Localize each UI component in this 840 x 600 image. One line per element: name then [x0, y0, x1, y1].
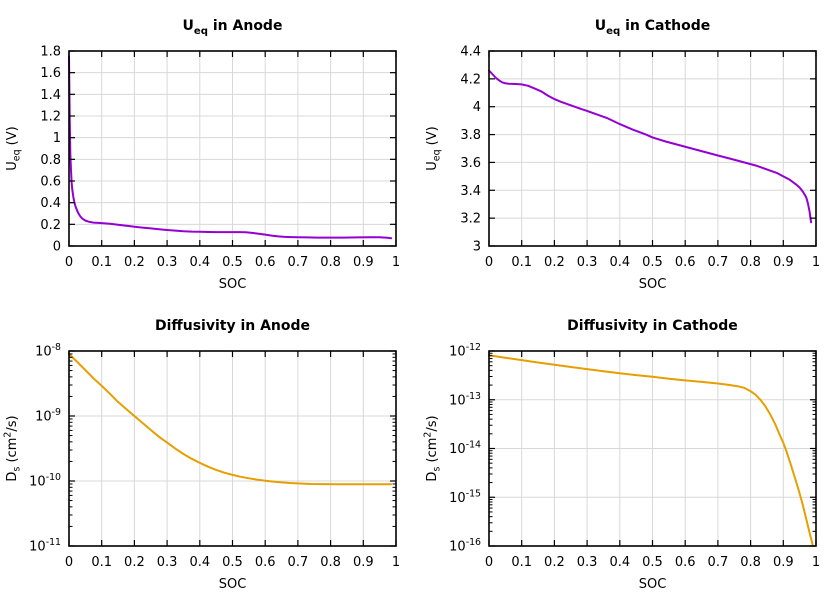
svg-text:10-12: 10-12	[449, 342, 481, 359]
chart-ueq-anode: 0 0.1 0.2 0.3 0.4 0.5 0.6 0.7 0.8 0.9 1 0 0.2 0.4 0.6 0…	[0, 0, 420, 300]
svg-text:Ueq (V): Ueq (V)	[5, 126, 23, 170]
svg-text:0.2: 0.2	[124, 555, 145, 570]
svg-text:0.3: 0.3	[577, 555, 598, 570]
svg-text:10-16: 10-16	[449, 537, 481, 554]
svg-text:1.6: 1.6	[40, 66, 61, 81]
svg-text:0.6: 0.6	[255, 555, 276, 570]
svg-text:0.4: 0.4	[189, 255, 210, 270]
svg-text:0.9: 0.9	[353, 255, 374, 270]
svg-text:10-14: 10-14	[449, 440, 481, 457]
svg-text:0.4: 0.4	[40, 196, 61, 211]
svg-text:0.3: 0.3	[577, 255, 598, 270]
svg-text:0.7: 0.7	[288, 255, 309, 270]
svg-text:0.1: 0.1	[91, 255, 112, 270]
svg-text:0.9: 0.9	[353, 555, 374, 570]
svg-text:0.2: 0.2	[544, 255, 565, 270]
svg-text:0.4: 0.4	[609, 255, 630, 270]
svg-text:0.8: 0.8	[40, 153, 61, 168]
svg-text:0.2: 0.2	[124, 255, 145, 270]
svg-text:0.3: 0.3	[157, 255, 178, 270]
svg-text:4: 4	[473, 100, 481, 115]
svg-text:Ds (cm2/s): Ds (cm2/s)	[3, 415, 23, 481]
svg-text:0.2: 0.2	[544, 555, 565, 570]
diffusivity-anode-plot: 0 0.1 0.2 0.3 0.4 0.5 0.6 0.7 0.8 0.9 1 10-8 10-9 10-…	[3, 318, 401, 592]
svg-text:4.4: 4.4	[460, 45, 481, 60]
svg-text:1.2: 1.2	[40, 110, 61, 125]
svg-text:1: 1	[392, 255, 400, 270]
svg-text:Diffusivity in Anode: Diffusivity in Anode	[155, 318, 310, 334]
svg-text:SOC: SOC	[639, 277, 667, 292]
svg-text:1: 1	[53, 131, 61, 146]
svg-text:Ds (cm2/s): Ds (cm2/s)	[423, 415, 443, 481]
svg-text:0: 0	[485, 255, 493, 270]
svg-text:0.5: 0.5	[222, 255, 243, 270]
svg-text:0.7: 0.7	[288, 555, 309, 570]
svg-text:0.7: 0.7	[708, 555, 729, 570]
svg-text:SOC: SOC	[639, 577, 667, 592]
svg-text:0.6: 0.6	[675, 555, 696, 570]
svg-text:0.6: 0.6	[675, 255, 696, 270]
svg-text:1: 1	[392, 555, 400, 570]
svg-text:Ueq in Cathode: Ueq in Cathode	[595, 18, 710, 37]
svg-text:0.4: 0.4	[189, 555, 210, 570]
svg-text:0.2: 0.2	[40, 218, 61, 233]
svg-text:3: 3	[473, 240, 481, 255]
chart-ueq-cathode: 0 0.1 0.2 0.3 0.4 0.5 0.6 0.7 0.8 0.9 1 3 3.2 3.4 3.6 3…	[420, 0, 840, 300]
svg-text:0.1: 0.1	[511, 555, 532, 570]
svg-text:0.5: 0.5	[222, 555, 243, 570]
svg-text:0: 0	[65, 255, 73, 270]
svg-text:0.8: 0.8	[320, 555, 341, 570]
svg-text:10-15: 10-15	[449, 488, 481, 505]
svg-text:0.5: 0.5	[642, 255, 663, 270]
svg-text:Diffusivity in Cathode: Diffusivity in Cathode	[567, 318, 738, 334]
ueq-cathode-plot: 0 0.1 0.2 0.3 0.4 0.5 0.6 0.7 0.8 0.9 1 3 3.2 3.4 3.6 3…	[425, 18, 820, 292]
svg-text:0.9: 0.9	[773, 255, 794, 270]
svg-text:0.7: 0.7	[708, 255, 729, 270]
svg-text:10-11: 10-11	[29, 537, 61, 554]
svg-text:4.2: 4.2	[460, 72, 481, 87]
svg-text:3.8: 3.8	[460, 128, 481, 143]
svg-text:10-9: 10-9	[35, 407, 61, 424]
svg-text:0.9: 0.9	[773, 555, 794, 570]
ueq-anode-plot: 0 0.1 0.2 0.3 0.4 0.5 0.6 0.7 0.8 0.9 1 0 0.2 0.4 0.6 0…	[5, 18, 400, 292]
svg-text:0: 0	[485, 555, 493, 570]
svg-text:0.8: 0.8	[740, 255, 761, 270]
svg-text:SOC: SOC	[219, 277, 247, 292]
svg-text:3.2: 3.2	[460, 212, 481, 227]
svg-text:1: 1	[812, 255, 820, 270]
svg-text:1: 1	[812, 555, 820, 570]
svg-text:0: 0	[53, 240, 61, 255]
svg-text:Ueq (V): Ueq (V)	[425, 126, 443, 170]
svg-text:10-10: 10-10	[29, 472, 61, 489]
svg-text:0: 0	[65, 555, 73, 570]
svg-text:0.8: 0.8	[740, 555, 761, 570]
diffusivity-cathode-plot: 0 0.1 0.2 0.3 0.4 0.5 0.6 0.7 0.8 0.9 1 10-12 10-13 1…	[423, 318, 821, 592]
svg-text:0.5: 0.5	[642, 555, 663, 570]
svg-text:Ueq in Anode: Ueq in Anode	[183, 18, 283, 37]
svg-text:10-8: 10-8	[35, 342, 61, 359]
svg-text:3.4: 3.4	[460, 184, 481, 199]
svg-text:0.4: 0.4	[609, 555, 630, 570]
svg-text:1.4: 1.4	[40, 88, 61, 103]
svg-text:1.8: 1.8	[40, 45, 61, 60]
svg-text:0.8: 0.8	[320, 255, 341, 270]
svg-text:0.6: 0.6	[40, 175, 61, 190]
chart-diffusivity-cathode: 0 0.1 0.2 0.3 0.4 0.5 0.6 0.7 0.8 0.9 1 10-12 10-13 1…	[420, 300, 840, 600]
svg-text:0.3: 0.3	[157, 555, 178, 570]
svg-text:3.6: 3.6	[460, 156, 481, 171]
svg-text:10-13: 10-13	[449, 391, 481, 408]
svg-text:0.1: 0.1	[91, 555, 112, 570]
svg-text:0.6: 0.6	[255, 255, 276, 270]
chart-diffusivity-anode: 0 0.1 0.2 0.3 0.4 0.5 0.6 0.7 0.8 0.9 1 10-8 10-9 10-…	[0, 300, 420, 600]
svg-text:0.1: 0.1	[511, 255, 532, 270]
svg-text:SOC: SOC	[219, 577, 247, 592]
